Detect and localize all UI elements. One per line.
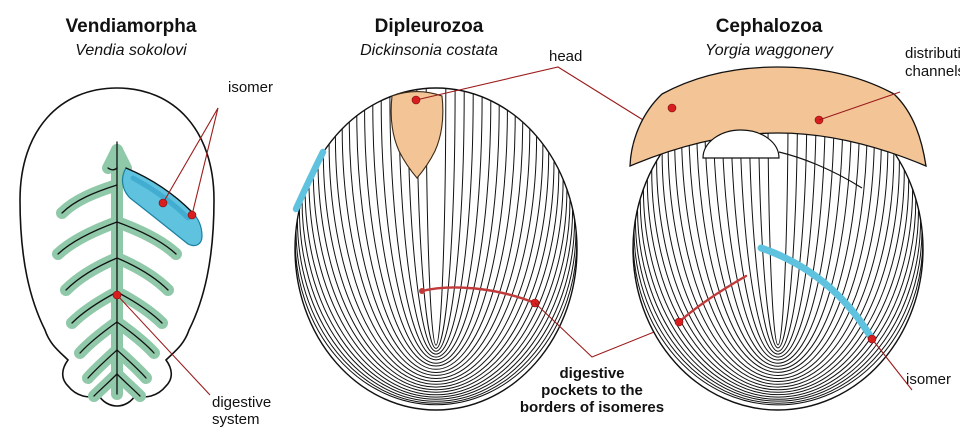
svg-text:isomer: isomer (906, 371, 951, 388)
svg-text:digestive: digestive (212, 394, 271, 411)
svg-text:system: system (212, 411, 260, 428)
svg-text:distributive: distributive (905, 45, 960, 62)
svg-text:head: head (549, 48, 582, 65)
svg-text:channels: channels (905, 63, 960, 80)
svg-text:digestive: digestive (559, 365, 624, 382)
svg-text:borders of isomeres: borders of isomeres (520, 399, 664, 416)
svg-text:pockets to the: pockets to the (541, 382, 643, 399)
svg-text:isomer: isomer (228, 79, 273, 96)
